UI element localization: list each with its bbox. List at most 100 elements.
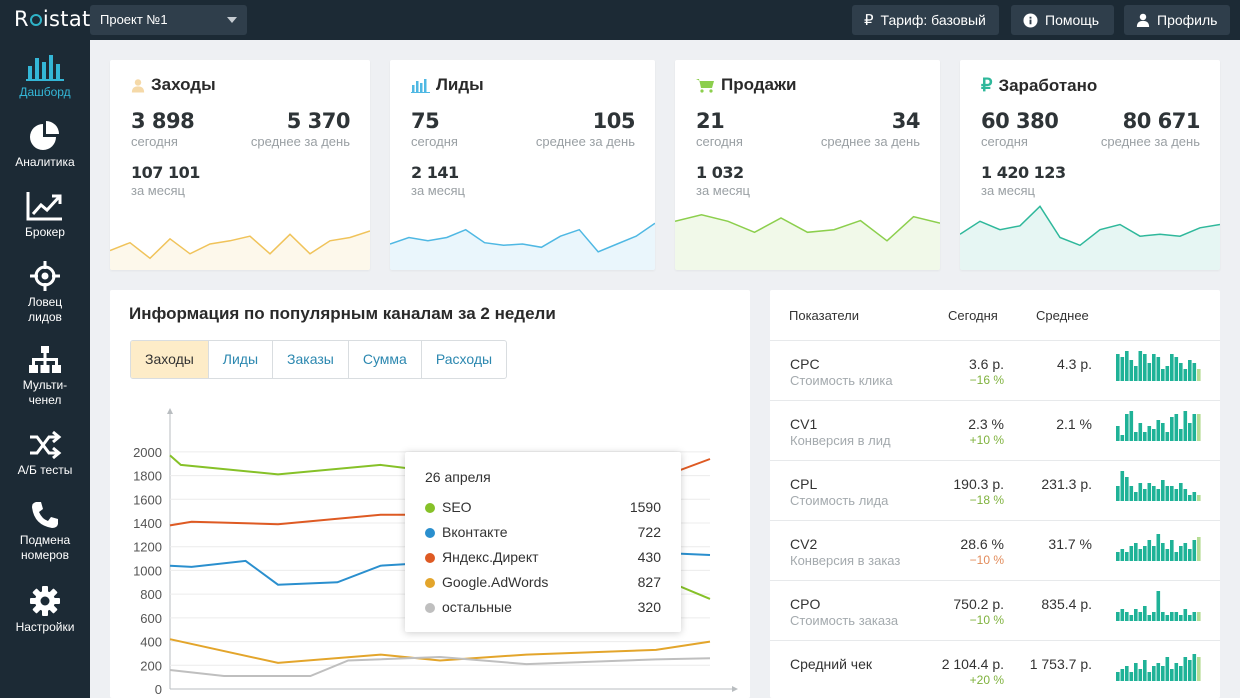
sidebar-item-analytics[interactable]: Аналитика — [0, 120, 90, 170]
tooltip-series-name: Вконтакте — [442, 524, 508, 540]
tariff-button[interactable]: ₽ Тариф: базовый — [852, 5, 999, 35]
metric-bar — [1138, 483, 1143, 501]
y-tick-label: 1200 — [133, 540, 162, 555]
y-tick-label: 1400 — [133, 516, 162, 531]
metric-row[interactable]: CPO Стоимость заказа 750.2 р. −10 % 835.4 р. — [770, 580, 1220, 640]
metric-bar — [1143, 546, 1147, 561]
metric-bar — [1152, 546, 1156, 561]
tooltip-series-name: Google.AdWords — [442, 574, 549, 590]
today-value: 60 380 — [981, 109, 1059, 133]
metric-name: Средний чек — [790, 656, 873, 672]
card-title-label: Лиды — [436, 75, 484, 94]
avg-value: 80 671 — [1122, 109, 1201, 133]
metric-bar — [1192, 612, 1197, 621]
panel-title: Информация по популярным каналам за 2 не… — [129, 304, 556, 323]
metric-delta: −16 % — [969, 373, 1004, 387]
chart-tooltip: 26 апреля SEO 1590 Вконтакте 722 Яндекс.Ди… — [405, 452, 681, 632]
tooltip-value: 722 — [637, 524, 661, 540]
metric-name: CPC — [790, 356, 820, 372]
tooltip-value: 827 — [637, 574, 661, 590]
metric-bar-sparkline — [1116, 351, 1201, 381]
tooltip-row-google: Google.AdWords 827 — [425, 574, 661, 590]
tab-expenses[interactable]: Расходы — [435, 351, 493, 367]
metric-avg: 231.3 р. — [1041, 476, 1092, 492]
y-tick-label: 600 — [140, 611, 162, 626]
metric-bar — [1129, 486, 1134, 501]
tab-orders[interactable]: Заказы — [273, 341, 349, 378]
month-label: за месяц — [696, 183, 750, 198]
metric-row[interactable]: CV1 Конверсия в лид 2.3 % +10 % 2.1 % — [770, 400, 1220, 460]
y-tick-label: 1000 — [133, 563, 162, 578]
sidebar-item-multichannel[interactable]: Мульти-ченел — [0, 345, 90, 408]
sidebar-item-settings[interactable]: Настройки — [0, 585, 90, 635]
tooltip-row-other: остальные 320 — [425, 599, 661, 615]
sidebar-item-label: Настройки — [15, 620, 75, 634]
metric-bar-sparkline — [1116, 591, 1201, 621]
metric-bar — [1120, 549, 1125, 561]
project-select[interactable]: Проект №1 — [90, 5, 247, 35]
metric-bar — [1179, 615, 1183, 621]
sidebar-item-dashboard[interactable]: Дашборд — [0, 52, 90, 100]
metric-bar — [1129, 672, 1134, 681]
metric-row[interactable]: Средний чек 2 104.4 р. +20 % 1 753.7 р. — [770, 640, 1220, 698]
metric-bar — [1183, 657, 1188, 681]
metric-bar — [1147, 483, 1152, 501]
profile-button[interactable]: Профиль — [1124, 5, 1230, 35]
metric-row[interactable]: CPL Стоимость лида 190.3 р. −18 % 231.3 р. — [770, 460, 1220, 520]
metric-bar — [1197, 414, 1201, 441]
tooltip-value: 320 — [637, 599, 661, 615]
metric-bar — [1192, 654, 1197, 681]
metric-bar — [1165, 366, 1170, 381]
tooltip-value: 430 — [637, 549, 661, 565]
avg-value: 5 370 — [286, 109, 351, 133]
metric-bar — [1143, 489, 1147, 501]
tab-visits[interactable]: Заходы — [131, 341, 209, 378]
y-tick-label: 200 — [140, 658, 162, 673]
metric-bar — [1188, 495, 1192, 501]
sparkline-area — [390, 223, 655, 270]
metric-bar — [1183, 369, 1188, 381]
metric-delta: −10 % — [969, 553, 1004, 567]
tooltip-value: 1590 — [629, 499, 661, 515]
help-button[interactable]: Помощь — [1011, 5, 1114, 35]
phone-icon — [32, 502, 58, 528]
metric-bar — [1183, 609, 1188, 621]
metric-bar — [1147, 426, 1152, 441]
tooltip-series-name: Яндекс.Директ — [442, 549, 539, 565]
header-metric: Показатели — [789, 308, 859, 323]
avg-value: 34 — [891, 109, 921, 133]
kpi-card-visits: Заходы 3 898 сегодня 5 370 среднее за де… — [110, 60, 370, 270]
metric-bar — [1165, 549, 1170, 561]
metric-bar — [1143, 660, 1147, 681]
sidebar-item-ab-tests[interactable]: А/Б тесты — [0, 430, 90, 478]
metric-row[interactable]: CV2 Конверсия в заказ 28.6 % −10 % 31.7 % — [770, 520, 1220, 580]
metric-bar — [1188, 423, 1192, 441]
kpi-card-leads: Лиды 75 сегодня 105 среднее за день 2 14… — [390, 60, 655, 270]
tab-leads[interactable]: Лиды — [209, 341, 274, 378]
series-line-Google.AdWords — [169, 638, 711, 664]
avg-label: среднее за день — [535, 134, 635, 149]
user-icon — [131, 78, 145, 92]
month-value: 1 420 123 — [981, 163, 1066, 182]
metric-desc: Конверсия в лид — [790, 433, 891, 448]
card-title: Лиды — [411, 75, 484, 95]
profile-button-label: Профиль — [1157, 12, 1218, 28]
legend-dot-icon — [425, 528, 435, 538]
pie-chart-icon — [30, 121, 59, 150]
metric-bar — [1174, 612, 1179, 621]
metric-today: 3.6 р. — [968, 356, 1004, 372]
sidebar-item-broker[interactable]: Брокер — [0, 190, 90, 240]
metric-bar — [1192, 363, 1197, 381]
metric-bar — [1179, 483, 1183, 501]
sidebar-item-number-substitution[interactable]: Подмена номеров — [0, 500, 90, 563]
metric-row[interactable]: CPC Стоимость клика 3.6 р. −16 % 4.3 р. — [770, 340, 1220, 400]
trend-line-icon — [26, 192, 62, 221]
sidebar-item-lead-catcher[interactable]: Ловец лидов — [0, 260, 90, 325]
tariff-button-label: Тариф: базовый — [880, 12, 986, 28]
month-label: за месяц — [131, 183, 185, 198]
sidebar-item-label: А/Б тесты — [17, 463, 73, 477]
today-label: сегодня — [411, 134, 458, 149]
y-tick-label: 1600 — [133, 492, 162, 507]
tab-sum[interactable]: Сумма — [349, 341, 422, 378]
